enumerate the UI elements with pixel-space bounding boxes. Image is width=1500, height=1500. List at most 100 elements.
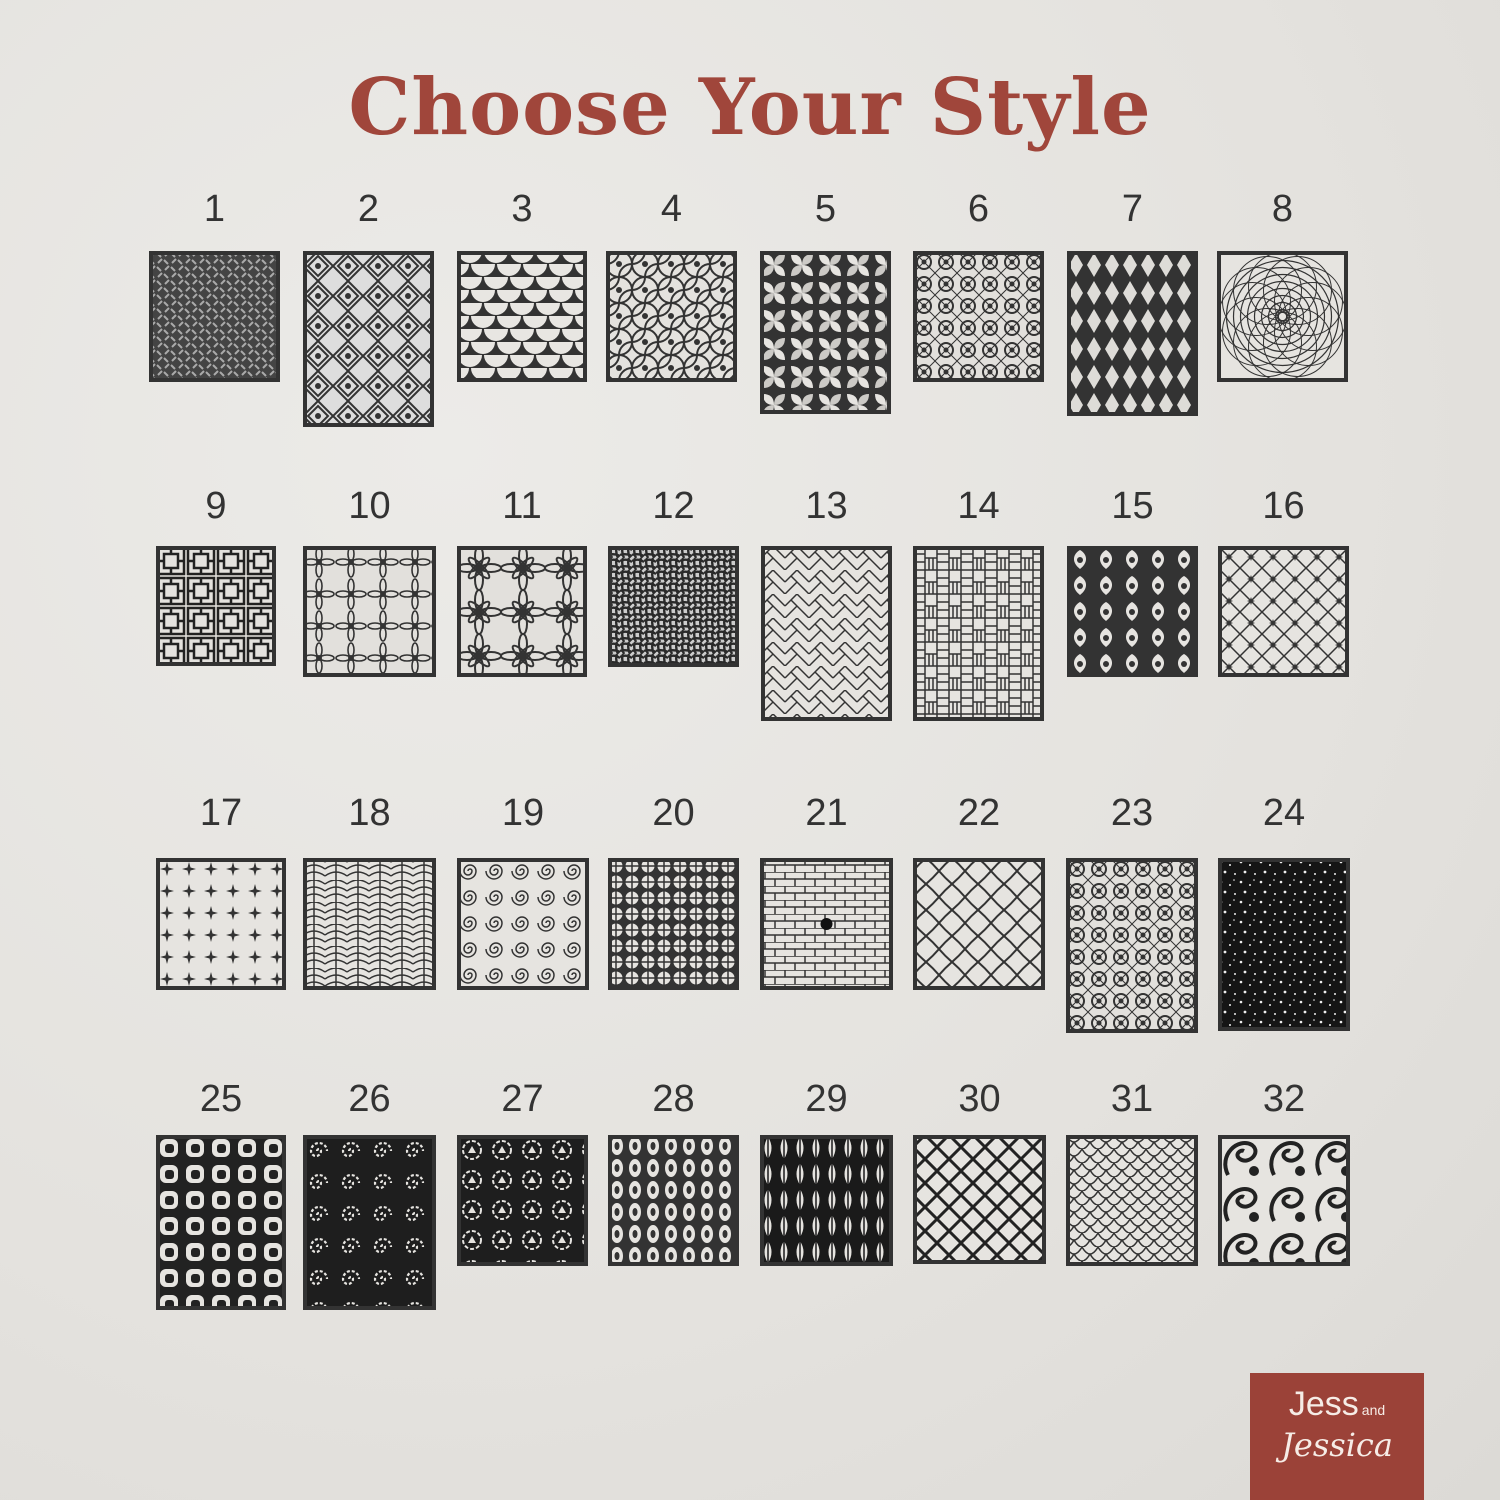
style-panel-1[interactable]	[149, 251, 280, 382]
panel-frame	[761, 546, 892, 721]
style-panel-10[interactable]	[303, 546, 436, 677]
style-panel-26[interactable]	[303, 1135, 436, 1310]
style-number: 26	[348, 1078, 391, 1120]
diamond-lattice-pattern-icon	[1067, 251, 1198, 416]
panel-frame	[606, 251, 737, 382]
style-number: 9	[205, 485, 227, 527]
woven-mesh-pattern-icon	[608, 546, 739, 667]
style-number: 30	[958, 1078, 1001, 1120]
style-panel-18[interactable]	[303, 858, 436, 990]
vortex-ring	[1267, 301, 1298, 332]
scallops-pattern-icon	[457, 251, 587, 382]
style-number: 6	[967, 188, 990, 230]
style-panel-4[interactable]	[606, 251, 737, 382]
style-panel-28[interactable]	[608, 1135, 739, 1266]
vortex-arc	[1233, 307, 1302, 377]
panel-frame	[760, 1135, 893, 1266]
style-panel-13[interactable]	[761, 546, 892, 721]
style-panel-15[interactable]	[1067, 546, 1198, 677]
panel-frame	[457, 546, 587, 677]
style-number: 32	[1262, 1078, 1306, 1120]
style-panel-12[interactable]	[608, 546, 739, 667]
spiral-dots-pattern-icon	[303, 1135, 436, 1310]
style-panel-24[interactable]	[1218, 858, 1350, 1031]
panel-frame	[760, 858, 893, 990]
style-panel-7[interactable]	[1067, 251, 1198, 416]
vortex-ring	[1253, 287, 1312, 346]
style-number: 17	[199, 792, 243, 834]
style-number: 10	[348, 485, 391, 527]
logo-text-jess: Jess	[1288, 1385, 1359, 1423]
page-title: Choose Your Style	[348, 62, 1152, 153]
chinese-lattice-pattern-icon	[156, 546, 276, 666]
style-number: 11	[502, 485, 542, 527]
panel-frame	[608, 1135, 739, 1266]
basketweave-pattern-icon	[913, 546, 1044, 721]
style-panel-21[interactable]	[760, 858, 893, 990]
style-panel-9[interactable]	[156, 546, 276, 666]
style-panel-23[interactable]	[1066, 858, 1198, 1033]
style-panel-8[interactable]	[1217, 251, 1348, 382]
style-panel-19[interactable]	[457, 858, 589, 990]
style-number: 14	[957, 485, 1000, 527]
panel-frame	[760, 251, 891, 414]
style-panel-6[interactable]	[913, 251, 1044, 382]
style-panel-31[interactable]	[1066, 1135, 1198, 1266]
style-number: 23	[1110, 792, 1154, 834]
panel-frame	[156, 1135, 286, 1310]
vortex-ring	[1246, 280, 1319, 353]
style-panel-11[interactable]	[457, 546, 587, 677]
panel-frame	[913, 251, 1044, 382]
beads-pattern-icon	[608, 1135, 739, 1266]
style-panel-2[interactable]	[303, 251, 434, 427]
style-panel-14[interactable]	[913, 546, 1044, 721]
vortex-arc	[1273, 297, 1343, 366]
radial-cobblestone-pattern-icon	[760, 858, 893, 990]
panel-frame	[457, 251, 587, 382]
style-number: 24	[1262, 792, 1306, 834]
vortex-ring	[1260, 294, 1305, 339]
style-number: 5	[814, 188, 837, 230]
style-panel-16[interactable]	[1218, 546, 1349, 677]
diamond-stars-pattern-icon	[1218, 546, 1349, 677]
vortex-arc	[1273, 267, 1343, 336]
panel-frame	[303, 251, 434, 427]
leaves-pattern-icon	[760, 1135, 893, 1266]
panel-frame	[1218, 1135, 1350, 1266]
moroccan-floral-pattern-icon	[1066, 858, 1198, 1033]
style-panel-22[interactable]	[913, 858, 1045, 990]
style-panel-5[interactable]	[760, 251, 891, 414]
panel-frame	[1066, 858, 1198, 1033]
panel-frame	[457, 1135, 588, 1266]
herringbone-pattern-icon	[761, 546, 892, 721]
style-panel-30[interactable]	[913, 1135, 1046, 1264]
style-number: 22	[957, 792, 1001, 834]
style-panel-29[interactable]	[760, 1135, 893, 1266]
style-number: 21	[805, 792, 848, 834]
scattered-dots-pattern-icon	[1218, 858, 1350, 1031]
panel-frame	[457, 858, 589, 990]
style-panel-17[interactable]	[156, 858, 286, 990]
quatrefoil-pattern-icon	[913, 858, 1045, 990]
logo-text-jessica: Jessica	[1281, 1426, 1393, 1464]
panel-frame	[303, 858, 436, 990]
style-number: 18	[348, 792, 391, 834]
vortex-arc	[1263, 256, 1332, 326]
logo-text-and: and	[1361, 1402, 1386, 1418]
style-panel-3[interactable]	[457, 251, 587, 382]
style-number: 16	[1262, 485, 1305, 527]
style-number: 12	[652, 485, 695, 527]
style-panel-20[interactable]	[608, 858, 739, 990]
style-number: 28	[652, 1078, 695, 1120]
style-panel-32[interactable]	[1218, 1135, 1350, 1266]
spiral-vortex-pattern-icon	[1217, 251, 1348, 382]
style-panel-27[interactable]	[457, 1135, 588, 1266]
panel-frame	[149, 251, 280, 382]
style-number: 15	[1111, 485, 1154, 527]
style-panel-25[interactable]	[156, 1135, 286, 1310]
vortex-arc	[1222, 267, 1292, 336]
vortex-ring	[1225, 259, 1340, 374]
vortex-arc	[1263, 307, 1332, 377]
style-number: 20	[652, 792, 695, 834]
panel-frame	[303, 546, 436, 677]
